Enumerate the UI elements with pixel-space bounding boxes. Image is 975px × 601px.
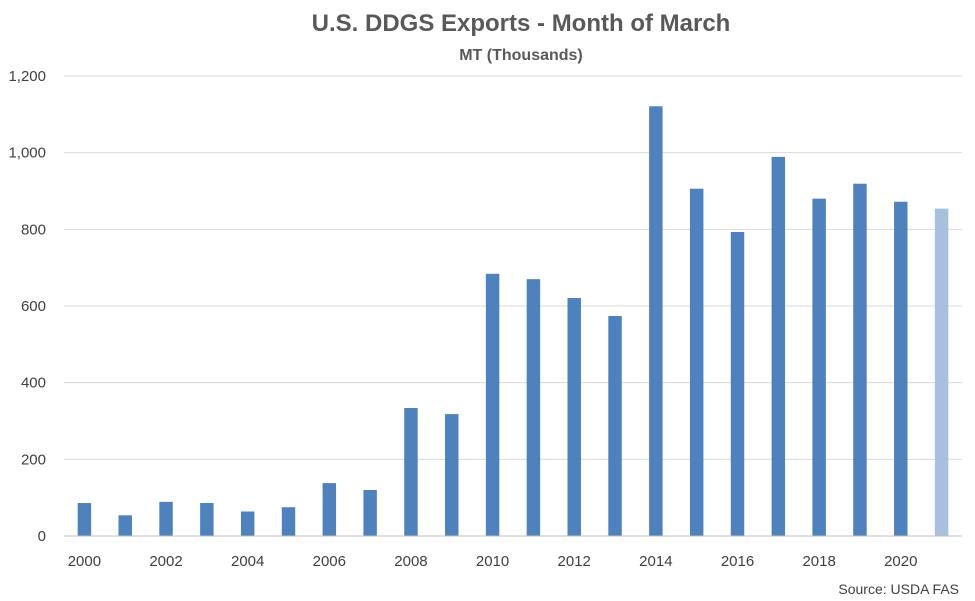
chart-subtitle: MT (Thousands) [459, 47, 583, 64]
bar-2008 [404, 407, 418, 536]
bar-2019 [853, 183, 867, 536]
bar-2000 [77, 503, 92, 536]
source-note: Source: USDA FAS [838, 581, 959, 597]
bar-2020 [894, 201, 908, 536]
y-tick-label: 1,200 [8, 68, 46, 85]
x-tick-label: 2000 [68, 553, 101, 570]
y-tick-label: 1,000 [8, 145, 46, 162]
y-tick-label: 800 [21, 221, 46, 238]
x-tick-label: 2006 [313, 553, 346, 570]
bar-2006 [322, 483, 337, 536]
bar-2017 [771, 156, 786, 536]
y-tick-label: 0 [38, 528, 46, 545]
y-axis-tick-labels: 0 200 400 600 800 1,000 1,200 [8, 68, 46, 545]
bar-2016 [730, 232, 745, 536]
bar-2005 [281, 507, 296, 536]
x-tick-label: 2008 [394, 553, 427, 570]
bar-2001 [118, 515, 132, 536]
bar-2010 [485, 273, 500, 536]
gridlines [64, 75, 962, 460]
x-tick-label: 2002 [149, 553, 182, 570]
bar-2021 [934, 208, 949, 536]
y-tick-label: 200 [21, 451, 46, 468]
y-tick-label: 600 [21, 298, 46, 315]
chart-title: U.S. DDGS Exports - Month of March [312, 10, 731, 37]
bar-2007 [363, 490, 377, 536]
x-tick-label: 2014 [639, 553, 672, 570]
bar-2012 [567, 297, 581, 536]
bar-2003 [200, 503, 214, 536]
bar-2018 [812, 198, 826, 536]
bar-2013 [608, 315, 622, 536]
x-tick-label: 2020 [884, 553, 917, 570]
bar-2014 [649, 106, 663, 537]
x-tick-label: 2004 [231, 553, 264, 570]
y-tick-label: 400 [21, 375, 46, 392]
x-tick-label: 2012 [558, 553, 591, 570]
bar-2009 [445, 414, 459, 536]
bar-2015 [689, 188, 704, 536]
x-tick-label: 2010 [476, 553, 509, 570]
bars [77, 106, 949, 537]
bar-2004 [240, 511, 255, 536]
x-tick-label: 2018 [802, 553, 835, 570]
x-axis-tick-labels: 2000 2002 2004 2006 2008 2010 2012 2014 2016 2018… [68, 553, 918, 570]
x-tick-label: 2016 [721, 553, 754, 570]
bar-2002 [159, 501, 173, 536]
bar-2011 [526, 279, 541, 536]
